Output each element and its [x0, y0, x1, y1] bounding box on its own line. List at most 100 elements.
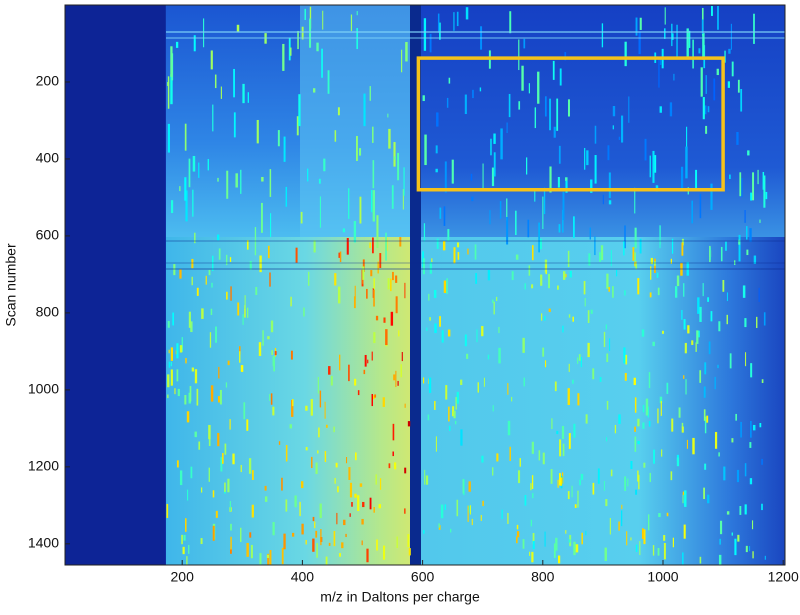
- texture: [456, 242, 460, 248]
- texture: [316, 543, 318, 558]
- texture: [303, 307, 305, 317]
- texture: [460, 429, 463, 446]
- texture: [537, 71, 540, 104]
- texture: [170, 361, 172, 367]
- texture: [736, 469, 740, 483]
- texture: [271, 350, 273, 355]
- x-tick-label: 1200: [768, 569, 799, 585]
- texture: [638, 31, 641, 55]
- texture: [719, 538, 721, 545]
- texture: [212, 525, 215, 541]
- texture: [366, 548, 369, 563]
- texture: [441, 330, 444, 343]
- texture: [408, 548, 411, 556]
- texture: [621, 510, 623, 527]
- texture: [301, 26, 304, 40]
- texture: [604, 547, 607, 561]
- texture: [568, 363, 570, 372]
- texture: [731, 438, 734, 443]
- texture: [698, 330, 700, 338]
- texture: [396, 536, 398, 548]
- texture: [493, 301, 495, 315]
- texture: [350, 14, 353, 31]
- x-axis-label: m/z in Daltons per charge: [320, 589, 480, 605]
- texture: [568, 314, 571, 318]
- texture: [600, 245, 604, 261]
- texture: [278, 441, 281, 445]
- texture: [295, 247, 298, 263]
- texture: [722, 279, 725, 292]
- texture: [319, 390, 322, 408]
- texture: [328, 366, 331, 375]
- texture: [229, 500, 231, 512]
- texture: [664, 7, 666, 25]
- texture: [762, 171, 765, 190]
- texture: [659, 57, 662, 65]
- texture: [749, 478, 753, 485]
- texture: [592, 482, 595, 495]
- texture: [239, 351, 241, 363]
- texture: [759, 423, 762, 428]
- texture: [623, 347, 626, 364]
- texture: [585, 414, 588, 424]
- texture: [650, 266, 652, 280]
- texture: [246, 240, 249, 250]
- texture: [521, 65, 524, 91]
- texture: [657, 408, 659, 424]
- texture: [554, 381, 557, 392]
- texture: [361, 518, 364, 525]
- texture: [704, 362, 707, 375]
- x-tick-label: 1000: [647, 569, 678, 585]
- texture: [579, 479, 581, 486]
- texture: [307, 168, 309, 182]
- texture: [354, 493, 357, 498]
- texture: [337, 286, 341, 304]
- texture: [681, 426, 684, 433]
- texture: [405, 42, 408, 62]
- texture: [498, 326, 500, 334]
- texture: [239, 346, 241, 355]
- texture: [542, 452, 545, 465]
- texture: [625, 354, 628, 365]
- texture: [249, 532, 252, 538]
- texture: [761, 379, 764, 383]
- texture: [248, 458, 252, 474]
- texture: [709, 245, 711, 263]
- texture: [614, 424, 617, 434]
- texture: [635, 544, 638, 552]
- texture: [583, 281, 586, 295]
- texture: [407, 534, 410, 548]
- texture: [170, 369, 173, 386]
- texture: [291, 400, 294, 417]
- texture: [532, 493, 534, 499]
- texture: [686, 126, 688, 154]
- texture: [663, 28, 666, 39]
- texture: [509, 11, 512, 34]
- texture: [179, 269, 182, 279]
- texture: [239, 527, 242, 542]
- texture: [685, 379, 687, 395]
- texture: [657, 547, 660, 556]
- texture: [541, 313, 543, 321]
- texture: [744, 318, 747, 328]
- texture: [387, 113, 389, 118]
- texture: [756, 316, 758, 328]
- texture: [575, 544, 579, 553]
- texture: [753, 13, 755, 44]
- texture: [230, 286, 232, 301]
- texture: [669, 102, 673, 117]
- texture: [480, 26, 483, 50]
- texture: [507, 383, 509, 395]
- texture: [516, 524, 519, 530]
- texture: [393, 462, 397, 470]
- texture: [584, 147, 586, 170]
- texture: [267, 553, 270, 565]
- texture: [472, 89, 474, 99]
- texture: [752, 424, 756, 431]
- texture: [348, 188, 350, 219]
- texture: [761, 458, 763, 465]
- texture: [383, 545, 386, 560]
- texture: [166, 31, 785, 33]
- texture: [269, 169, 272, 197]
- texture: [674, 286, 678, 298]
